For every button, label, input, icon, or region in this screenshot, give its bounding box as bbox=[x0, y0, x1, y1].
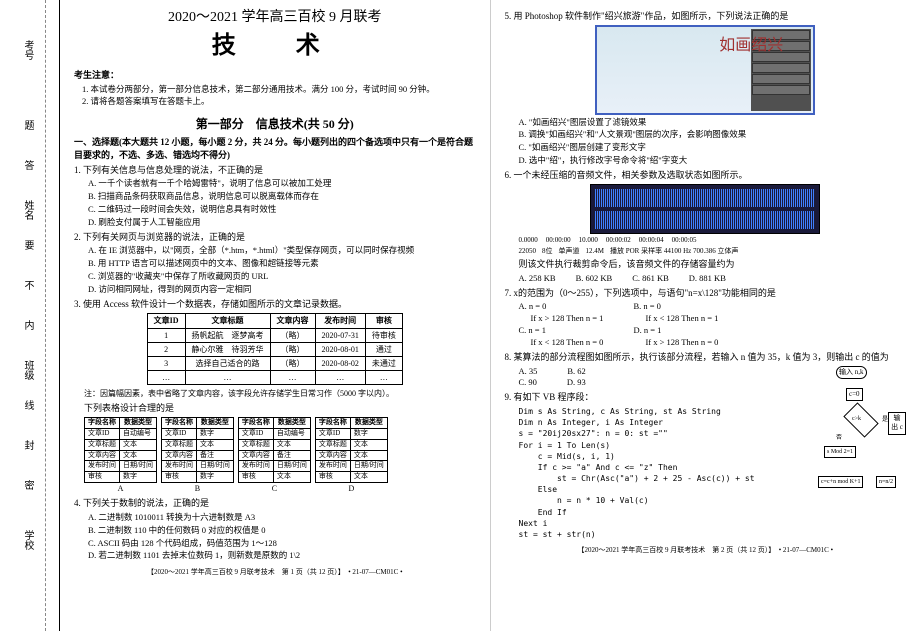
q1-opt: C. 二维码过一段时间会失效，说明信息具有时效性 bbox=[88, 204, 476, 216]
q3-sub: 下列表格设计合理的是 bbox=[84, 402, 476, 415]
q8-opt: A. 35 bbox=[519, 366, 538, 378]
q2-opt: A. 在 IE 浏览器中，以"网页，全部（*.htm，*.html）"类型保存网… bbox=[88, 245, 476, 257]
q8-opt: C. 90 bbox=[519, 377, 537, 389]
q1-opt: A. 一千个读者就有一千个哈姆雷特"，说明了信息可以被加工处理 bbox=[88, 178, 476, 190]
audio-waveform bbox=[590, 184, 820, 234]
margin-word: 内 bbox=[20, 320, 35, 330]
q2-opt: D. 访问相同网址，得到的网页内容一定相同 bbox=[88, 284, 476, 296]
exam-title-line2: 技 术 bbox=[74, 30, 476, 64]
margin-word: 密 bbox=[20, 480, 35, 490]
exam-title-line1: 2020～2021 学年高三百校 9 月联考 bbox=[74, 8, 476, 28]
margin-word: 不 bbox=[20, 280, 35, 290]
flowchart: 输入 n,k c=0 c>k 是 否 输出 c s Mod 2=1 c=c+n … bbox=[816, 366, 906, 506]
q6-opt: C. 861 KB bbox=[632, 273, 669, 285]
q6-opt: A. 258 KB bbox=[519, 273, 556, 285]
margin-label: 班级 bbox=[20, 360, 35, 380]
margin-word: 线 bbox=[20, 400, 35, 410]
q3-options-tables: 字段名称数据类型 文章ID自动编号文章标题文本文章内容文本发布时间日期/时间审核… bbox=[84, 417, 466, 494]
q6-sub: 则该文件执行裁剪命令后，该音频文件的存储容量约为 bbox=[519, 258, 907, 271]
q6-opt: B. 602 KB bbox=[576, 273, 613, 285]
q5-opt: D. 选中"绍"，执行修改字号命令将"绍"字变大 bbox=[519, 155, 907, 167]
q3-note: 注：因篇幅因素，表中省略了文章内容，该字段允许存储学生日常习作（5000 字以内… bbox=[84, 388, 476, 399]
footer-code: • 21-07—CM01C • bbox=[779, 546, 833, 554]
footer-page: 【2020～2021 学年高三百校 9 月联考技术 第 2 页（共 12 页）】 bbox=[577, 546, 771, 554]
q6-opt: D. 881 KB bbox=[689, 273, 726, 285]
part-head: 一、选择题(本大题共 12 小题，每小题 2 分，共 24 分。每小题列出的四个… bbox=[74, 136, 476, 161]
q5-stem: 5. 用 Photoshop 软件制作"绍兴旅游"作品，如图所示，下列说法正确的… bbox=[505, 10, 907, 23]
margin-word: 封 bbox=[20, 440, 35, 450]
q1-opt: B. 扫描商品条码获取商品信息，说明信息可以脱离载体而存在 bbox=[88, 191, 476, 203]
footer-code: • 21-07—CM01C • bbox=[348, 568, 402, 576]
margin-label: 考号 bbox=[20, 40, 35, 60]
notice-title: 考生注意： bbox=[74, 69, 476, 82]
q8-opt: B. 62 bbox=[567, 366, 585, 378]
q6-stem: 6. 一个未经压缩的音频文件，相关参数及选取状态如图所示。 bbox=[505, 169, 907, 182]
q5-opt: B. 调换"如画绍兴"和"人文景观"图层的次序，会影响图像效果 bbox=[519, 129, 907, 141]
q2-opt: C. 浏览器的"收藏夹"中保存了所收藏网页的 URL bbox=[88, 271, 476, 283]
q4-stem: 4. 下列关于数制的说法，正确的是 bbox=[74, 497, 476, 510]
q1-stem: 1. 下列有关信息与信息处理的说法，不正确的是 bbox=[74, 164, 476, 177]
q1-opt: D. 刷脸支付属于人工智能应用 bbox=[88, 217, 476, 229]
photoshop-screenshot bbox=[595, 25, 815, 115]
q4-opt: C. ASCII 码由 128 个代码组成，码值范围为 1～128 bbox=[88, 538, 476, 550]
margin-word: 题 bbox=[20, 120, 35, 130]
margin-label: 姓名 bbox=[20, 200, 35, 220]
binding-margin: 考号 题 答 姓名 要 不 内 班级 线 封 密 学校 bbox=[0, 0, 60, 631]
q8-opt: D. 93 bbox=[567, 377, 586, 389]
page-1: 2020～2021 学年高三百校 9 月联考 技 术 考生注意： 1. 本试卷分… bbox=[60, 0, 491, 631]
notice-item: 2. 请将各题答案填写在答题卡上。 bbox=[82, 96, 476, 108]
q5-opt: A. "如画绍兴"图层设置了滤镜效果 bbox=[519, 117, 907, 129]
notice-item: 1. 本试卷分两部分，第一部分信息技术，第二部分通用技术。满分 100 分，考试… bbox=[82, 84, 476, 96]
q2-opt: B. 用 HTTP 语言可以描述网页中的文本、图像和超链接等元素 bbox=[88, 258, 476, 270]
margin-label: 学校 bbox=[20, 530, 35, 550]
page-2: 5. 用 Photoshop 软件制作"绍兴旅游"作品，如图所示，下列说法正确的… bbox=[491, 0, 920, 631]
q4-opt: B. 二进制数 110 中的任何数码 0 对应的权值是 0 bbox=[88, 525, 476, 537]
q3-table: 文章ID文章标题文章内容发布时间审核 1扬帆起航 逐梦高考（略）2020-07-… bbox=[147, 313, 403, 385]
q8-stem: 8. 某算法的部分流程图如图所示，执行该部分流程，若输入 n 值为 35，k 值… bbox=[505, 351, 907, 364]
margin-word: 答 bbox=[20, 160, 35, 170]
margin-word: 要 bbox=[20, 240, 35, 250]
q2-stem: 2. 下列有关网页与浏览器的说法，正确的是 bbox=[74, 231, 476, 244]
q5-opt: C. "如画绍兴"图层创建了变形文字 bbox=[519, 142, 907, 154]
section-title: 第一部分 信息技术(共 50 分) bbox=[74, 116, 476, 133]
q4-opt: D. 若二进制数 1101 去掉末位数码 1，则新数是原数的 1\2 bbox=[88, 550, 476, 562]
footer-page: 【2020～2021 学年高三百校 9 月联考技术 第 1 页（共 12 页）】 bbox=[147, 568, 341, 576]
q7-stem: 7. x的范围为（0～255），下列选项中，与语句"n=x\128"功能相同的是 bbox=[505, 287, 907, 300]
q3-stem: 3. 使用 Access 软件设计一个数据表，存储如图所示的文章记录数据。 bbox=[74, 298, 476, 311]
q4-opt: A. 二进制数 1010011 转换为十六进制数是 A3 bbox=[88, 512, 476, 524]
